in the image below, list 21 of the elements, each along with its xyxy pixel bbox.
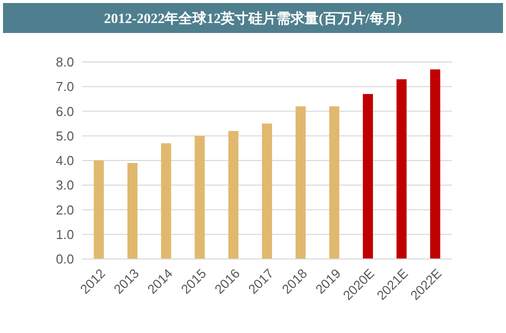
bar xyxy=(329,106,340,259)
y-tick-label: 0.0 xyxy=(56,252,74,267)
bar xyxy=(194,136,205,259)
bar xyxy=(94,160,104,259)
y-tick-label: 6.0 xyxy=(56,104,74,119)
chart-title: 2012-2022年全球12英寸硅片需求量(百万片/每月) xyxy=(104,11,402,27)
bar xyxy=(228,130,238,259)
y-tick-label: 3.0 xyxy=(56,178,74,193)
bar xyxy=(430,69,440,259)
y-tick-label: 1.0 xyxy=(56,226,74,242)
bar xyxy=(262,124,272,259)
y-tick-label: 8.0 xyxy=(56,54,74,70)
bar xyxy=(396,79,407,259)
bar xyxy=(362,94,373,259)
y-tick-label: 2.0 xyxy=(56,202,74,218)
bar xyxy=(296,106,306,259)
bar xyxy=(161,143,172,259)
bar xyxy=(127,162,138,259)
y-tick-label: 5.0 xyxy=(56,128,74,144)
y-tick-label: 4.0 xyxy=(56,153,74,168)
y-tick-label: 7.0 xyxy=(56,79,74,94)
